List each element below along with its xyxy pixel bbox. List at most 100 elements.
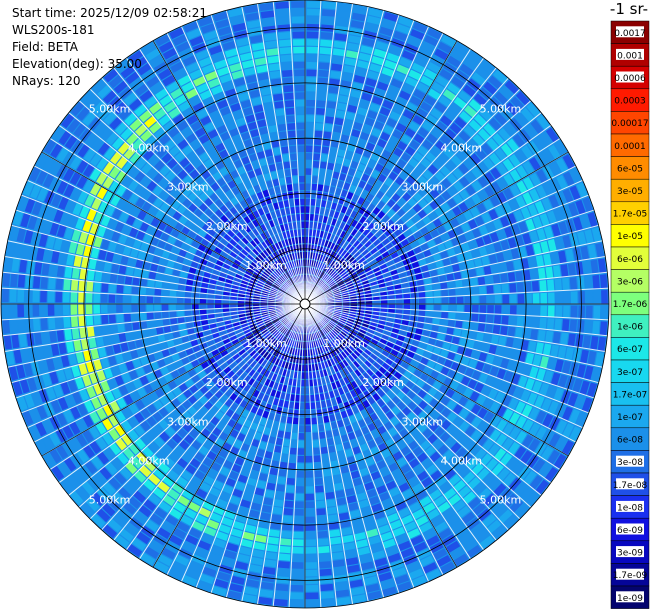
ppi-cell <box>245 233 253 242</box>
ppi-cell <box>348 97 360 106</box>
ppi-cell <box>110 194 121 207</box>
ppi-cell <box>132 378 142 389</box>
ppi-cell <box>116 294 123 303</box>
ppi-cell <box>340 527 353 536</box>
ppi-cell <box>340 351 348 359</box>
ppi-cell <box>342 72 354 81</box>
ppi-cell <box>75 243 85 256</box>
ppi-cell <box>140 552 156 566</box>
ppi-cell <box>505 261 515 272</box>
ppi-cell <box>226 162 236 172</box>
ppi-cell <box>459 189 470 201</box>
ppi-cell <box>324 491 335 500</box>
ppi-cell <box>321 283 327 289</box>
ppi-cell <box>229 127 240 137</box>
ppi-cell <box>313 470 323 478</box>
ppi-cell <box>86 233 96 246</box>
ppi-cell <box>358 206 367 215</box>
ppi-cell <box>340 205 348 214</box>
ppi-cell <box>336 237 343 245</box>
ppi-cell <box>152 185 164 196</box>
ppi-cell <box>305 153 313 160</box>
ppi-cell <box>591 227 602 243</box>
ppi-cell <box>49 330 58 343</box>
ppi-cell <box>263 172 272 181</box>
ppi-cell <box>425 284 433 292</box>
ppi-cell <box>232 247 241 255</box>
ppi-cell <box>131 537 147 551</box>
ppi-cell <box>547 279 555 292</box>
ppi-cell <box>293 402 300 410</box>
ppi-cell <box>418 292 426 299</box>
ppi-cell <box>426 508 440 521</box>
ppi-cell <box>286 184 294 192</box>
ppi-cell <box>367 464 378 474</box>
ppi-cell <box>305 168 313 175</box>
ppi-cell <box>305 531 316 539</box>
ppi-cell <box>483 199 494 211</box>
ppi-cell <box>412 446 423 457</box>
ppi-cell <box>249 556 264 566</box>
ppi-cell <box>352 524 365 534</box>
ppi-cell <box>234 30 249 40</box>
ppi-cell <box>379 579 395 590</box>
ppi-cell <box>388 337 396 344</box>
ppi-cell <box>471 167 483 179</box>
ppi-cell <box>478 286 487 295</box>
ppi-cell <box>211 135 223 146</box>
ppi-cell <box>232 134 243 144</box>
ppi-cell <box>242 341 250 348</box>
ppi-cell <box>535 479 549 495</box>
ppi-cell <box>315 500 326 508</box>
ppi-cell <box>139 355 149 366</box>
ppi-cell <box>338 247 345 255</box>
ppi-cell <box>286 338 292 346</box>
ppi-cell <box>579 380 590 396</box>
ppi-cell <box>31 390 42 406</box>
ppi-cell <box>203 140 214 151</box>
ppi-cell <box>431 127 444 139</box>
ppi-cell <box>346 235 354 243</box>
ppi-cell <box>298 425 305 433</box>
ppi-cell <box>327 268 334 275</box>
ppi-cell <box>277 123 287 132</box>
ppi-cell <box>162 318 170 326</box>
ppi-cell <box>302 259 305 267</box>
ppi-cell <box>555 292 563 304</box>
ppi-cell <box>214 264 222 271</box>
ppi-cell <box>216 124 228 135</box>
ppi-cell <box>466 260 475 270</box>
ppi-cell <box>483 157 495 170</box>
ppi-cell <box>270 274 277 280</box>
ppi-cell <box>244 524 257 534</box>
ppi-cell <box>321 345 326 353</box>
ppi-cell <box>464 197 476 209</box>
ppi-cell <box>101 314 109 325</box>
ppi-cell <box>116 397 127 409</box>
ppi-cell <box>282 192 289 200</box>
ppi-cell <box>472 502 487 516</box>
ppi-cell <box>488 498 502 513</box>
ppi-cell <box>257 346 265 354</box>
ppi-cell <box>323 360 329 369</box>
ppi-cell <box>367 203 376 212</box>
ppi-cell <box>380 404 390 414</box>
ppi-cell <box>310 206 316 214</box>
ppi-cell <box>323 274 329 281</box>
ppi-cell <box>287 262 292 270</box>
ppi-cell <box>561 319 570 332</box>
ppi-cell <box>111 136 125 150</box>
ppi-cell <box>376 460 387 470</box>
ppi-cell <box>163 373 173 383</box>
ppi-cell <box>446 327 454 336</box>
ppi-cell <box>529 230 539 244</box>
ppi-cell <box>493 504 508 518</box>
ppi-cell <box>146 287 154 296</box>
ppi-cell <box>233 77 246 87</box>
ppi-cell <box>294 84 305 92</box>
ppi-cell <box>497 467 510 482</box>
ppi-cell <box>387 353 396 362</box>
ppi-cell <box>243 586 259 596</box>
ppi-cell <box>214 400 224 409</box>
